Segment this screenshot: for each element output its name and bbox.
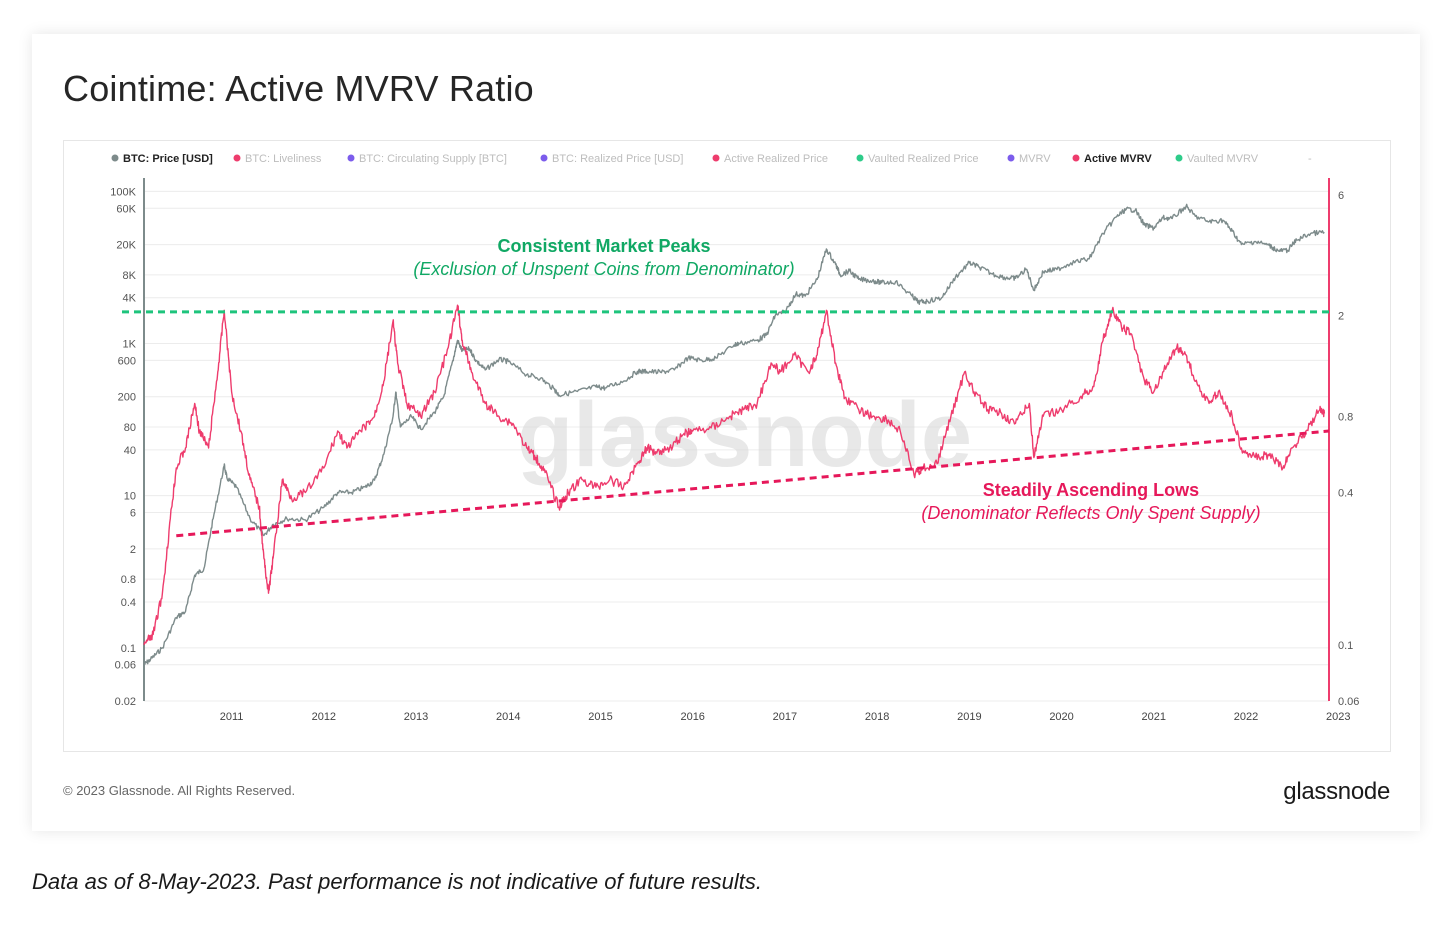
legend-dot (1175, 154, 1183, 162)
left-tick-label: 200 (118, 392, 136, 404)
left-tick-label: 0.02 (115, 696, 136, 708)
left-tick-label: 10 (124, 491, 136, 503)
x-tick-label: 2019 (957, 711, 981, 723)
x-tick-label: 2023 (1326, 711, 1350, 723)
legend-dot (233, 154, 241, 162)
x-tick-label: 2022 (1234, 711, 1258, 723)
copyright-text: © 2023 Glassnode. All Rights Reserved. (63, 783, 296, 798)
legend-label: Active Realized Price (724, 153, 828, 165)
legend-label: BTC: Realized Price [USD] (552, 153, 683, 165)
legend-label: Vaulted Realized Price (868, 153, 978, 165)
left-tick-label: 0.06 (115, 660, 136, 672)
x-tick-label: 2018 (865, 711, 889, 723)
legend-dot (540, 154, 548, 162)
left-tick-labels: 100K 60K 20K 8K 4K 1K 600 200 80 40 10 6 2 0.8 0.4 0.1 0… (110, 186, 136, 708)
legend-label: BTC: Circulating Supply [BTC] (359, 153, 507, 165)
left-tick-label: 40 (124, 445, 136, 457)
legend-item: Vaulted Realized Price (856, 153, 978, 165)
legend-label: Active MVRV (1084, 153, 1152, 165)
legend-dot (347, 154, 355, 162)
x-tick-label: 2013 (404, 711, 428, 723)
legend-dot (1007, 154, 1015, 162)
x-tick-label: 2014 (496, 711, 520, 723)
chart-card: Cointime: Active MVRV Ratio glassnode 100… (32, 34, 1420, 831)
left-tick-label: 0.8 (121, 574, 136, 586)
left-tick-label: 20K (116, 240, 136, 252)
legend-item: BTC: Price [USD] (111, 153, 213, 165)
watermark: glassnode (517, 384, 972, 486)
left-tick-label: 0.4 (121, 597, 136, 609)
legend-item: Active MVRV (1072, 153, 1152, 165)
left-tick-label: 4K (123, 293, 137, 305)
annotation-peaks-subtitle: (Exclusion of Unspent Coins from Denomin… (413, 259, 794, 279)
x-tick-label: 2011 (220, 711, 244, 723)
left-tick-label: 600 (118, 355, 136, 367)
legend-label: Vaulted MVRV (1187, 153, 1259, 165)
reference-line-lows (176, 429, 1330, 538)
right-tick-label: 6 (1338, 190, 1344, 202)
data-caption: Data as of 8-May-2023. Past performance … (32, 869, 763, 894)
left-tick-label: 0.1 (121, 643, 136, 655)
series-line-btc-price-usd- (143, 203, 1325, 666)
right-tick-label: 0.06 (1338, 696, 1359, 708)
right-tick-labels: 6 2 0.8 0.4 0.1 0.06 (1338, 190, 1359, 708)
left-tick-label: 8K (123, 270, 137, 282)
x-tick-labels: 2011 2012 2013 2014 2015 2016 2017 2018 2019 2020… (220, 711, 1351, 723)
chart-svg: glassnode100K60K20K8K4K1K600200804010620… (110, 153, 1359, 723)
annotation-lows-subtitle: (Denominator Reflects Only Spent Supply) (921, 503, 1260, 523)
x-tick-label: 2020 (1049, 711, 1073, 723)
left-tick-label: 80 (124, 422, 136, 434)
x-tick-label: 2015 (588, 711, 612, 723)
legend-label: - (1308, 153, 1312, 165)
right-tick-label: 0.4 (1338, 488, 1353, 500)
legend-item: BTC: Realized Price [USD] (540, 153, 683, 165)
x-tick-label: 2012 (312, 711, 336, 723)
series-line-active-mvrv (143, 304, 1326, 646)
chart-frame: glassnode 100K 60K 20K 8K 4K 1K 600 200 80 40 10 6 2 0… (63, 140, 1391, 752)
x-tick-label: 2016 (680, 711, 704, 723)
legend-item: BTC: Liveliness (233, 153, 322, 165)
legend: BTC: Price [USD] BTC: Liveliness BTC: Circ… (111, 153, 1312, 165)
annotation-peaks-title: Consistent Market Peaks (497, 236, 710, 256)
legend-item: Vaulted MVRV (1175, 153, 1259, 165)
annotation-lows-title: Steadily Ascending Lows (983, 480, 1199, 500)
legend-label: MVRV (1019, 153, 1051, 165)
legend-dot (111, 154, 119, 162)
x-tick-label: 2021 (1142, 711, 1166, 723)
grid-lines (144, 190, 1329, 702)
left-tick-label: 6 (130, 508, 136, 520)
right-tick-label: 0.1 (1338, 640, 1353, 652)
legend-dot (856, 154, 864, 162)
legend-dot (712, 154, 720, 162)
left-tick-label: 2 (130, 544, 136, 556)
right-tick-label: 2 (1338, 311, 1344, 323)
legend-label: BTC: Price [USD] (123, 153, 213, 165)
legend-item: BTC: Circulating Supply [BTC] (347, 153, 507, 165)
legend-label: BTC: Liveliness (245, 153, 322, 165)
left-tick-label: 1K (123, 339, 137, 351)
right-tick-label: 0.8 (1338, 411, 1353, 423)
left-tick-label: 60K (116, 203, 136, 215)
legend-dot (1072, 154, 1080, 162)
legend-item: MVRV (1007, 153, 1051, 165)
left-tick-label: 100K (110, 186, 136, 198)
glassnode-logo: glassnode (1283, 778, 1390, 805)
x-tick-label: 2017 (773, 711, 797, 723)
chart-title: Cointime: Active MVRV Ratio (63, 68, 534, 109)
legend-item: Active Realized Price (712, 153, 828, 165)
legend-item: - (1308, 153, 1312, 165)
